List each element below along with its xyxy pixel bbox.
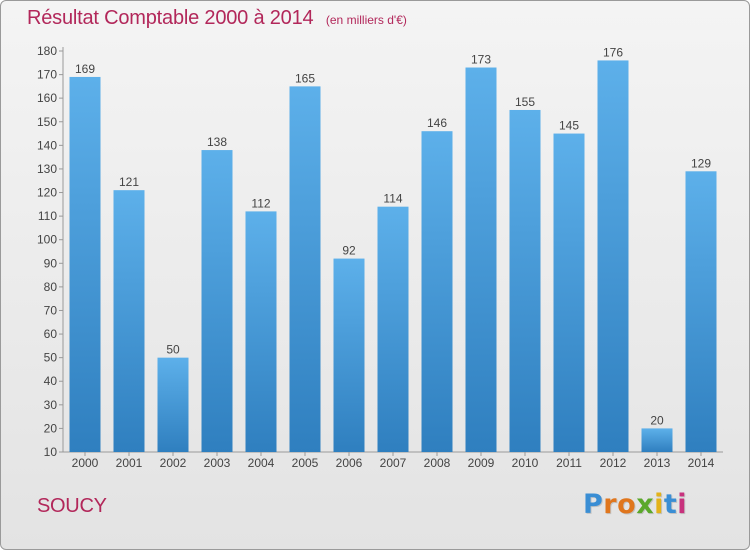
bar-2012	[597, 60, 629, 452]
proxiti-logo: Proxiti	[583, 489, 687, 520]
bar-value-label: 50	[166, 343, 180, 357]
y-tick-label: 80	[44, 280, 58, 294]
bar-2013	[641, 428, 673, 452]
x-tick-label: 2003	[204, 456, 231, 470]
logo-letter: i	[677, 489, 688, 520]
bar-value-label: 92	[342, 244, 356, 258]
bar-2008	[421, 131, 453, 452]
x-tick-label: 2000	[72, 456, 99, 470]
bar-2002	[157, 357, 189, 452]
x-tick-label: 2009	[468, 456, 495, 470]
y-tick-label: 20	[44, 421, 58, 435]
chart-title: Résultat Comptable 2000 à 2014	[27, 7, 314, 29]
bar-2000	[69, 76, 101, 453]
y-tick-label: 90	[44, 256, 58, 270]
chart-bars	[69, 60, 717, 453]
x-tick-label: 2005	[292, 456, 319, 470]
bar-value-label: 121	[119, 175, 139, 189]
x-tick-label: 2010	[512, 456, 539, 470]
logo-letter: r	[603, 489, 618, 520]
y-tick-label: 70	[44, 303, 58, 317]
bar-value-label: 146	[427, 116, 447, 130]
y-tick-label: 50	[44, 351, 58, 365]
bar-2001	[113, 190, 145, 452]
bar-2004	[245, 211, 277, 452]
bar-2005	[289, 86, 321, 452]
y-tick-label: 120	[37, 186, 57, 200]
bar-value-label: 114	[383, 192, 402, 206]
bar-value-label: 155	[515, 95, 535, 109]
logo-letter: x	[636, 489, 655, 520]
y-tick-label: 10	[44, 445, 58, 459]
bar-value-label: 165	[295, 71, 315, 85]
bar-value-label: 173	[471, 53, 491, 67]
y-tick-label: 180	[37, 44, 57, 58]
bar-2011	[553, 133, 585, 452]
bar-value-label: 145	[559, 119, 579, 133]
bar-value-label: 20	[650, 413, 664, 427]
x-tick-label: 2006	[336, 456, 363, 470]
chart-subtitle: (en milliers d'€)	[325, 13, 407, 27]
x-tick-label: 2008	[424, 456, 451, 470]
x-tick-label: 2004	[248, 456, 275, 470]
bar-2006	[333, 258, 365, 452]
bar-value-label: 169	[75, 62, 95, 76]
x-tick-label: 2002	[160, 456, 187, 470]
bar-2007	[377, 206, 409, 452]
bar-2003	[201, 150, 233, 452]
chart-labels: 169 121 50 138 112 165 92 114 146 173 155 145 176 20 1…	[75, 45, 711, 427]
bar-value-label: 176	[603, 45, 623, 59]
bar-2010	[509, 109, 541, 453]
x-tick-label: 2013	[644, 456, 671, 470]
x-tick-label: 2007	[380, 456, 407, 470]
y-tick-label: 160	[37, 91, 57, 105]
x-tick-label: 2014	[688, 456, 715, 470]
bar-value-label: 129	[691, 156, 711, 170]
y-tick-label: 140	[37, 138, 57, 152]
y-tick-label: 110	[38, 209, 57, 223]
y-tick-label: 170	[37, 68, 57, 82]
y-tick-label: 100	[37, 233, 57, 247]
bar-value-label: 112	[251, 196, 270, 210]
y-tick-label: 30	[44, 398, 58, 412]
logo-letter: o	[617, 489, 637, 520]
x-tick-label: 2011	[556, 456, 582, 470]
bar-value-label: 138	[207, 135, 227, 149]
bar-2009	[465, 67, 497, 452]
chart-header: Résultat Comptable 2000 à 2014 (en milli…	[27, 7, 407, 30]
place-name: SOUCY	[37, 495, 107, 517]
y-tick-label: 130	[37, 162, 57, 176]
y-tick-label: 150	[37, 115, 57, 129]
x-tick-label: 2001	[116, 456, 143, 470]
logo-letter: i	[654, 489, 664, 520]
logo-letter: P	[583, 489, 604, 520]
x-tick-label: 2012	[600, 456, 627, 470]
y-tick-label: 40	[44, 374, 58, 388]
bar-2014	[685, 171, 717, 453]
logo-letter: t	[663, 489, 678, 520]
y-tick-label: 60	[44, 327, 58, 341]
